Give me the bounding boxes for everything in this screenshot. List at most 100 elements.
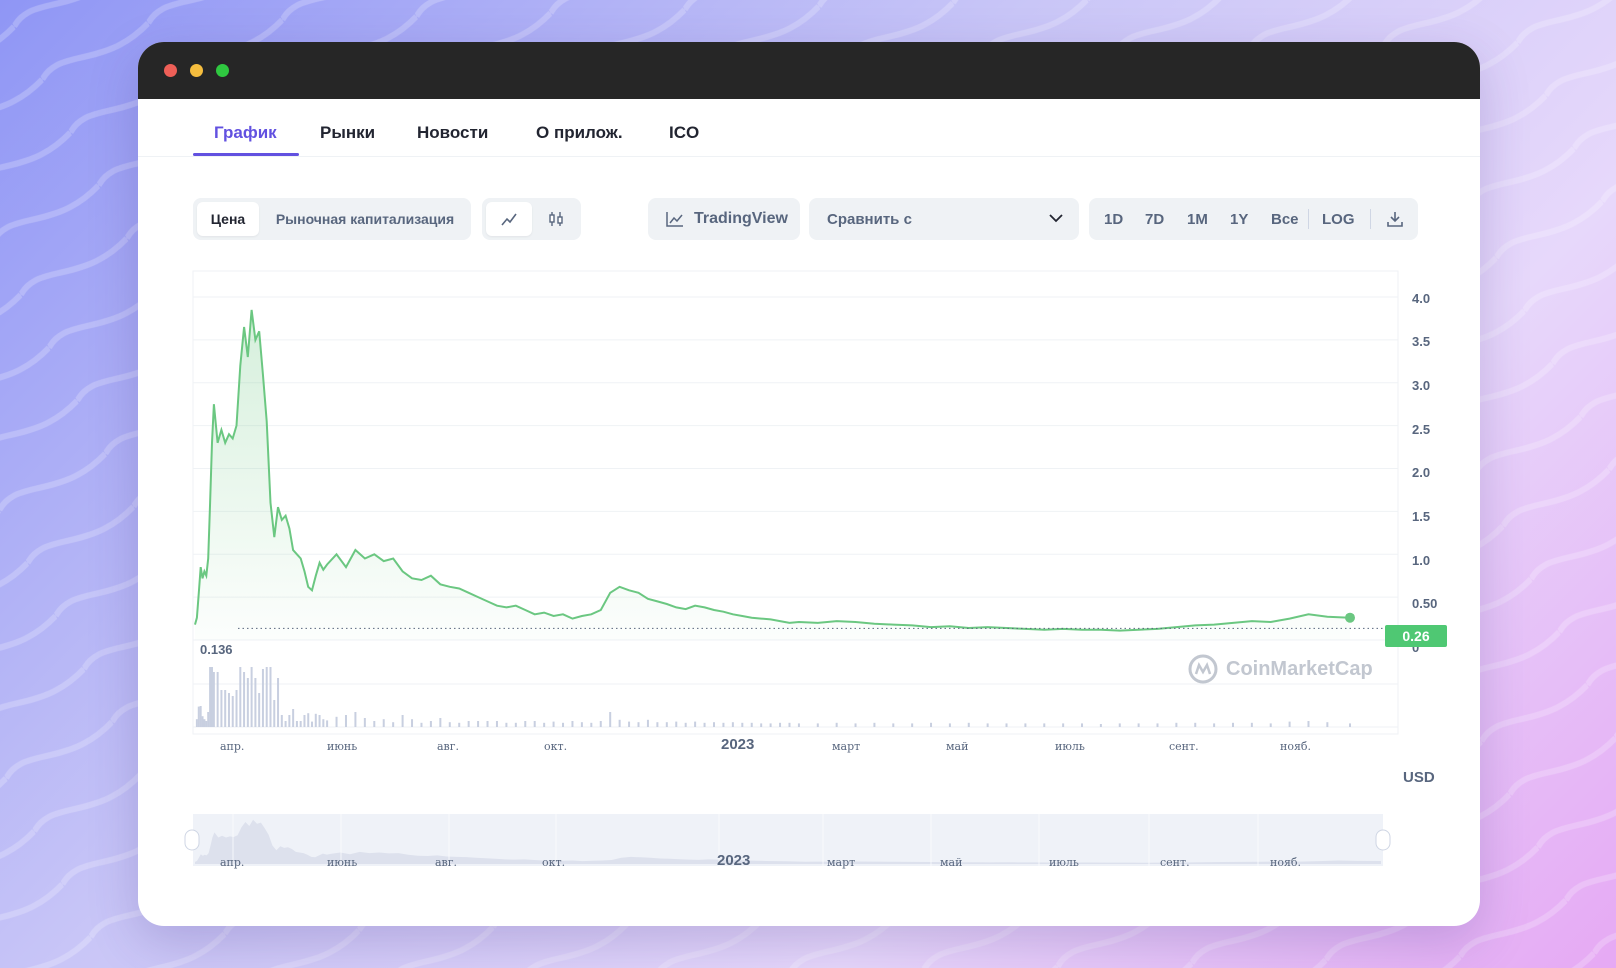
volume-bar	[769, 723, 772, 727]
download-icon[interactable]	[1386, 210, 1404, 228]
navigator-right-handle[interactable]	[1375, 829, 1391, 851]
volume-bar	[1288, 721, 1291, 727]
x-tick: нояб.	[1280, 740, 1312, 753]
volume-bar	[429, 721, 432, 727]
volume-bar	[750, 722, 753, 727]
tab-ico[interactable]: ICO	[669, 123, 700, 142]
volume-bar	[284, 721, 287, 727]
nav-x-tick: май	[940, 856, 963, 869]
volume-bar	[609, 712, 612, 727]
volume-bar	[277, 678, 280, 727]
volume-bar	[322, 719, 325, 727]
market-cap-button[interactable]: Рыночная капитализация	[275, 211, 455, 227]
volume-bar	[448, 722, 451, 727]
navigator-left-handle[interactable]	[184, 829, 200, 851]
maximize-window-button[interactable]	[216, 64, 229, 77]
line-chart-button[interactable]	[486, 202, 532, 236]
y-tick: 3.5	[1412, 334, 1431, 349]
divider	[1370, 209, 1371, 229]
volume-bar	[250, 667, 253, 727]
volume-bar	[382, 719, 385, 727]
volume-bar	[373, 721, 376, 727]
candlestick-icon	[549, 212, 563, 226]
volume-bar	[562, 722, 565, 727]
compare-dropdown[interactable]: Сравнить с	[809, 198, 1079, 240]
volume-bar	[269, 667, 272, 727]
app-window: График Рынки Новости О прилож. ICO Цена …	[138, 42, 1480, 926]
volume-bar	[675, 721, 678, 727]
volume-bar	[533, 721, 536, 727]
volume-bar	[273, 700, 276, 727]
volume-bar	[986, 723, 989, 727]
volume-bar	[797, 723, 800, 727]
volume-bar	[1194, 722, 1197, 727]
volume-bar	[212, 672, 215, 727]
range-1d-button[interactable]: 1D	[1104, 211, 1124, 228]
volume-bar	[1062, 723, 1065, 727]
tab-chart[interactable]: График	[214, 123, 277, 142]
range-7d-button[interactable]: 7D	[1145, 211, 1165, 228]
coinmarketcap-watermark: CoinMarketCap	[1188, 654, 1373, 684]
volume-bar	[420, 722, 423, 727]
volume-bar	[392, 722, 395, 727]
compare-placeholder: Сравнить с	[827, 211, 912, 228]
volume-bar	[1137, 723, 1140, 727]
volume-bar	[216, 672, 219, 727]
volume-bar	[401, 715, 404, 727]
volume-bar	[195, 719, 198, 727]
title-bar	[138, 42, 1480, 99]
volume-bar	[201, 716, 204, 727]
coinmarketcap-logo-icon	[1188, 654, 1218, 684]
volume-bar	[599, 721, 602, 727]
tab-markets[interactable]: Рынки	[320, 123, 376, 142]
volume-bar	[722, 722, 725, 727]
candlestick-button[interactable]	[534, 202, 578, 236]
line-chart-icon	[501, 213, 517, 226]
volume-bar	[1213, 723, 1216, 727]
plot-frame	[192, 270, 1399, 735]
minimize-window-button[interactable]	[190, 64, 203, 77]
volume-bar	[1099, 724, 1102, 727]
volume-bar	[930, 722, 933, 727]
nav-x-tick: окт.	[542, 856, 566, 869]
volume-bar	[477, 721, 480, 727]
volume-bar	[280, 715, 283, 727]
volume-bar	[543, 722, 546, 727]
volume-bar	[239, 667, 242, 727]
range-1y-button[interactable]: 1Y	[1230, 211, 1249, 228]
volume-bar	[1043, 723, 1046, 727]
y-tick: 4.0	[1412, 291, 1431, 306]
tab-news[interactable]: Новости	[417, 123, 489, 142]
volume-bar	[411, 719, 414, 727]
volume-bar	[486, 721, 489, 727]
nav-x-tick: авг.	[435, 856, 458, 869]
volume-bar	[197, 706, 200, 727]
volume-bar	[243, 672, 246, 727]
x-tick: июль	[1055, 740, 1085, 753]
price-button[interactable]: Цена	[197, 202, 259, 236]
volume-bar	[303, 715, 306, 727]
volume-bar	[694, 721, 697, 727]
volume-bar	[254, 678, 257, 727]
tradingview-button[interactable]: TradingView	[648, 198, 800, 240]
volume-bar	[646, 719, 649, 727]
volume-bar	[948, 723, 951, 727]
volume-bar	[203, 719, 206, 727]
nav-x-tick: июль	[1049, 856, 1079, 869]
volume-bar	[514, 722, 517, 727]
active-tab-indicator	[193, 153, 299, 156]
chevron-down-icon	[1049, 214, 1063, 223]
volume-bar	[1081, 723, 1084, 727]
y-tick: 3.0	[1412, 378, 1431, 393]
tradingview-label: TradingView	[694, 210, 788, 227]
log-button[interactable]: LOG	[1322, 211, 1355, 228]
range-all-button[interactable]: Все	[1271, 211, 1299, 228]
volume-bar	[1250, 722, 1253, 727]
price-chart[interactable]	[138, 42, 1480, 926]
volume-bar	[314, 713, 317, 727]
volume-bar	[741, 722, 744, 727]
tab-about[interactable]: О прилож.	[536, 123, 623, 142]
range-1m-button[interactable]: 1M	[1187, 211, 1208, 228]
volume-bar	[295, 721, 298, 727]
close-window-button[interactable]	[164, 64, 177, 77]
